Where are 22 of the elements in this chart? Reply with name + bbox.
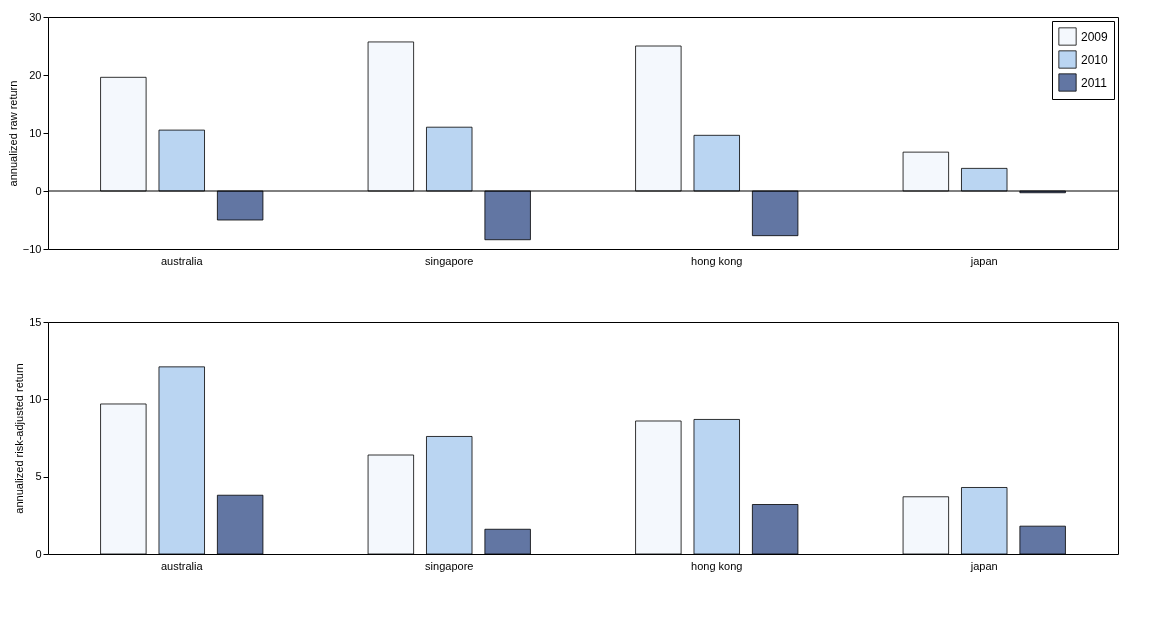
legend-label: 2011 xyxy=(1081,75,1108,90)
x-tick-label: japan xyxy=(969,559,998,572)
x-tick-label: singapore xyxy=(425,559,474,572)
x-tick-label: australia xyxy=(160,559,204,572)
y-tick-label: 15 xyxy=(29,315,42,328)
x-tick-label: japan xyxy=(969,254,998,267)
y-tick-label: 0 xyxy=(35,184,42,197)
y-axis-title: annualized raw return xyxy=(6,80,19,187)
x-tick-label: hong kong xyxy=(691,254,743,267)
x-tick-label: australia xyxy=(160,254,204,267)
x-tick-label: singapore xyxy=(425,254,474,267)
y-tick-label: 30 xyxy=(29,10,42,23)
x-tick-label: hong kong xyxy=(691,559,743,572)
y-tick-label: 5 xyxy=(35,470,42,483)
y-tick-label: 10 xyxy=(29,126,42,139)
y-tick-label: 20 xyxy=(29,68,42,81)
y-axis-title: annualized risk-adjusted return xyxy=(13,363,26,514)
legend-label: 2010 xyxy=(1081,52,1109,67)
y-tick-label: 10 xyxy=(29,392,42,405)
y-tick-label: 0 xyxy=(35,547,42,560)
y-tick-label: −10 xyxy=(22,242,42,255)
legend-label: 2009 xyxy=(1081,29,1109,44)
